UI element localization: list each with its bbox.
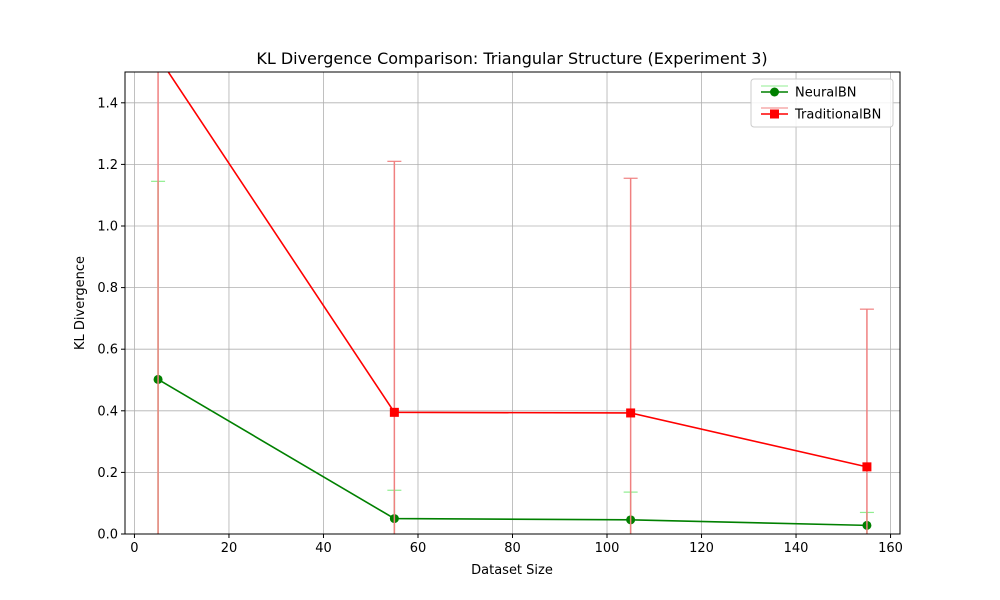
y-tick-label: 1.2 <box>97 158 118 173</box>
x-tick-label: 40 <box>315 541 332 556</box>
series-line <box>167 72 868 468</box>
x-tick-label: 160 <box>878 541 903 556</box>
chart-title: KL Divergence Comparison: Triangular Str… <box>256 49 767 68</box>
x-tick-label: 140 <box>784 541 809 556</box>
y-tick-label: 0.8 <box>97 281 118 296</box>
legend: NeuralBN TraditionalBN <box>750 78 894 128</box>
x-axis-label: Dataset Size <box>471 563 553 578</box>
series-TraditionalBN <box>154 52 874 534</box>
axis-ticks: 0 20 40 60 80 100 120 140 160 0.0 0.2 0.4 0.6 0.8 1.0 1… <box>97 96 903 556</box>
data-point <box>389 407 399 417</box>
x-tick-label: 20 <box>221 541 238 556</box>
legend-item: NeuralBN <box>761 85 857 101</box>
y-tick-label: 0.2 <box>97 466 118 481</box>
legend-label: NeuralBN <box>795 86 857 101</box>
x-tick-label: 0 <box>130 541 138 556</box>
legend-label: TraditionalBN <box>794 108 881 123</box>
plot-area <box>151 52 874 534</box>
x-tick-label: 80 <box>504 541 521 556</box>
data-point <box>154 52 163 61</box>
x-tick-label: 60 <box>410 541 427 556</box>
legend-box <box>750 78 894 128</box>
y-axis-label: KL Divergence <box>73 256 88 350</box>
legend-marker <box>770 109 779 119</box>
legend-item: TraditionalBN <box>761 107 881 123</box>
y-tick-label: 0.0 <box>97 528 118 543</box>
grid-lines <box>125 72 900 535</box>
y-tick-label: 1.4 <box>97 96 118 111</box>
y-tick-label: 0.4 <box>97 404 118 419</box>
data-point <box>862 462 872 472</box>
legend-marker <box>770 87 779 97</box>
x-tick-label: 100 <box>595 541 620 556</box>
series-line <box>157 378 867 527</box>
y-tick-label: 0.6 <box>97 343 118 358</box>
y-tick-label: 1.0 <box>97 220 118 235</box>
data-point <box>626 408 636 418</box>
x-tick-label: 120 <box>689 541 714 556</box>
